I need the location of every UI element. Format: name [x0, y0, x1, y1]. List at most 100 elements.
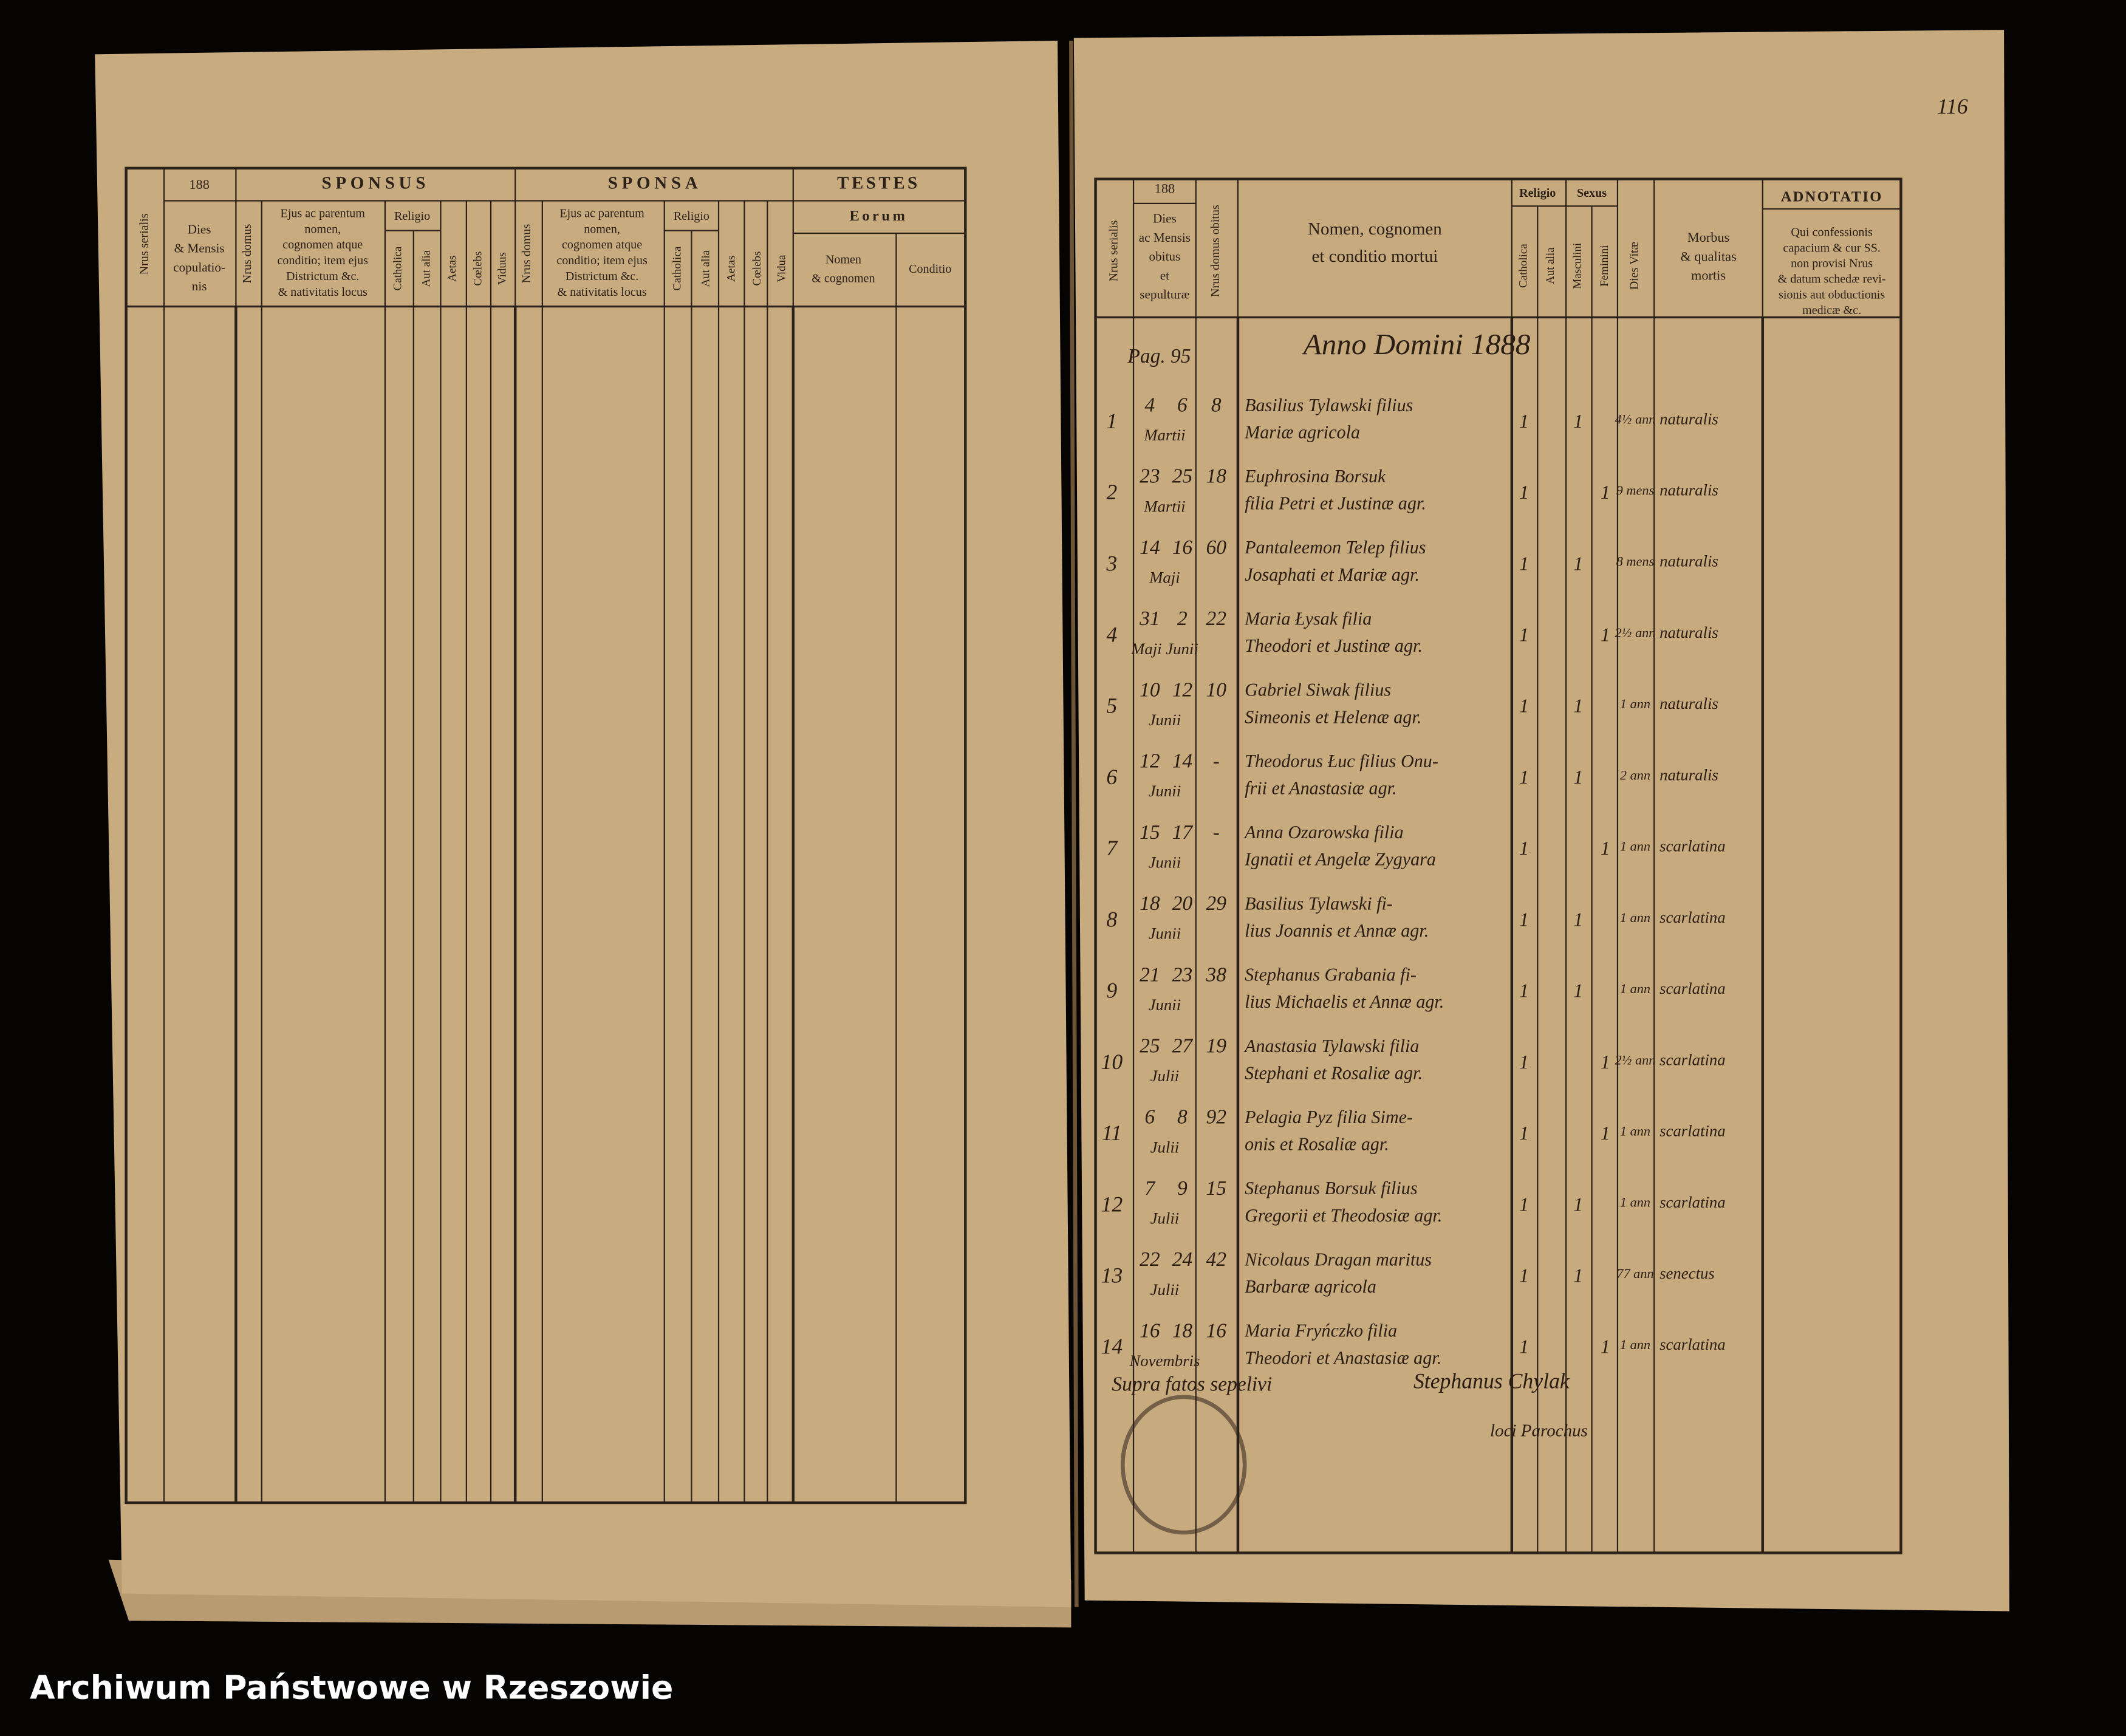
column-header: Aetas — [725, 255, 738, 281]
year-prefix: 188 — [189, 177, 209, 192]
entry-nr: 13 — [1101, 1263, 1123, 1287]
column-header: copulatio- — [173, 260, 225, 275]
year-prefix: 188 — [1155, 181, 1175, 196]
entry-month: Junii — [1149, 996, 1181, 1014]
entry-religion: 1 — [1519, 1123, 1529, 1144]
column-header: nomen, — [584, 222, 620, 236]
page-ref: Pag. 95 — [1127, 345, 1191, 367]
column-header: Nrus domus — [520, 224, 533, 284]
entry-age: 2½ ann — [1615, 625, 1656, 640]
entry-month: Julii — [1150, 1280, 1180, 1299]
entry-nr: 3 — [1106, 551, 1117, 575]
signature: Stephanus Chylak — [1413, 1369, 1570, 1393]
column-header: Nrus serialis — [1107, 220, 1120, 281]
entry-religion: 1 — [1519, 553, 1529, 574]
left-table-frame — [125, 166, 967, 1505]
column-header: Ejus ac parentum — [281, 207, 366, 220]
column-header: Nrus domus — [241, 224, 254, 284]
entry-nr: 4 — [1106, 622, 1117, 646]
entry-month: Martii — [1143, 497, 1185, 515]
entry-month: Julii — [1150, 1138, 1180, 1156]
entry-day: 12 — [1172, 678, 1192, 701]
column-header: & qualitas — [1680, 248, 1736, 264]
entry-cause: scarlatina — [1659, 1335, 1726, 1353]
year-heading: Anno Domini 1888 — [1302, 327, 1531, 361]
entry-nr: 1 — [1106, 409, 1117, 433]
entry-religion: 1 — [1519, 695, 1529, 717]
column-header: obitus — [1149, 249, 1181, 264]
entry-age: 9 mens — [1616, 483, 1655, 498]
column-header: Religio — [394, 210, 430, 223]
entry-nr: 7 — [1106, 836, 1118, 860]
section-title: ADNOTATIO — [1781, 189, 1883, 205]
entry-day: 25 — [1140, 1035, 1160, 1058]
entry-name: Simeonis et Helenæ agr. — [1245, 706, 1421, 727]
column-header: nis — [192, 279, 207, 293]
entry-day: 4 — [1144, 394, 1155, 417]
column-header: Conditio — [909, 262, 951, 276]
entry-name: frii et Anastasiæ agr. — [1245, 778, 1396, 799]
entry-age: 1 ann — [1620, 981, 1650, 996]
entry-age: 4½ ann — [1615, 411, 1656, 426]
column-header: nomen, — [304, 222, 341, 236]
column-header: Aut alia — [420, 250, 432, 287]
entry-nr: 6 — [1106, 765, 1117, 789]
entry-age: 77 ann — [1616, 1266, 1653, 1281]
entry-month: Maji — [1149, 569, 1180, 587]
column-header: Districtum &c. — [286, 270, 359, 283]
entry-cause: scarlatina — [1659, 979, 1726, 997]
entry-day: 2 — [1177, 607, 1188, 630]
entry-name: Stephani et Rosaliæ agr. — [1245, 1062, 1423, 1083]
column-header: capacium & cur SS. — [1783, 241, 1881, 255]
entry-day: 14 — [1140, 536, 1160, 559]
entry-name: Mariæ agricola — [1244, 422, 1360, 442]
entry-nr: 5 — [1106, 694, 1117, 718]
column-header: Catholica — [392, 246, 405, 290]
entry-age: 8 mens — [1616, 554, 1655, 569]
column-header: cognomen atque — [282, 238, 363, 251]
entry-age: 1 ann — [1620, 1124, 1650, 1139]
entry-name: Pelagia Pyz filia Sime- — [1244, 1107, 1413, 1127]
entry-sex: 1 — [1601, 1123, 1610, 1144]
entry-house: 60 — [1206, 536, 1227, 559]
entry-month: Julii — [1150, 1209, 1180, 1228]
column-header: Cœlebs — [471, 251, 484, 286]
entry-religion: 1 — [1519, 624, 1529, 645]
entry-name: Ignatii et Angelæ Zygyara — [1244, 849, 1436, 870]
entry-day: 8 — [1177, 1106, 1188, 1129]
entry-age: 1 ann — [1620, 839, 1650, 854]
entry-house: - — [1213, 821, 1220, 844]
entry-religion: 1 — [1519, 1336, 1529, 1358]
entry-cause: scarlatina — [1659, 1050, 1726, 1068]
column-header: & nativitatis locus — [278, 285, 367, 299]
entry-month: Julii — [1150, 1067, 1180, 1085]
entry-religion: 1 — [1519, 482, 1529, 503]
entry-month: Martii — [1143, 426, 1185, 444]
closing-note: Supra fatos sepelivi — [1112, 1373, 1272, 1396]
entry-name: Gregorii et Theodosiæ agr. — [1245, 1205, 1442, 1226]
column-header: conditio; item ejus — [278, 254, 369, 267]
column-header: sepulturæ — [1140, 287, 1189, 302]
column-header: Qui confessionis — [1791, 226, 1873, 239]
right-table-frame — [1094, 177, 1902, 1554]
column-header: Nomen, cognomen — [1308, 219, 1442, 239]
entry-name: filia Petri et Justinæ agr. — [1245, 493, 1426, 514]
column-header: Dies Vitæ — [1628, 242, 1641, 290]
entry-religion: 1 — [1519, 1194, 1529, 1215]
entry-house: - — [1213, 750, 1220, 773]
entry-name: onis et Rosaliæ agr. — [1245, 1134, 1389, 1155]
entry-cause: scarlatina — [1659, 908, 1726, 926]
entry-religion: 1 — [1519, 909, 1529, 930]
entry-day: 14 — [1172, 750, 1192, 773]
entry-age: 1 ann — [1620, 1195, 1650, 1210]
right-page — [1073, 30, 2010, 1611]
entry-sex: 1 — [1573, 767, 1583, 788]
entry-age: 2½ ann — [1615, 1052, 1656, 1067]
entry-cause: scarlatina — [1659, 1122, 1726, 1140]
entry-nr: 9 — [1106, 979, 1117, 1003]
entry-sex: 1 — [1573, 553, 1583, 574]
entry-cause: scarlatina — [1659, 837, 1726, 855]
entry-name: Maria Łysak filia — [1244, 608, 1372, 629]
